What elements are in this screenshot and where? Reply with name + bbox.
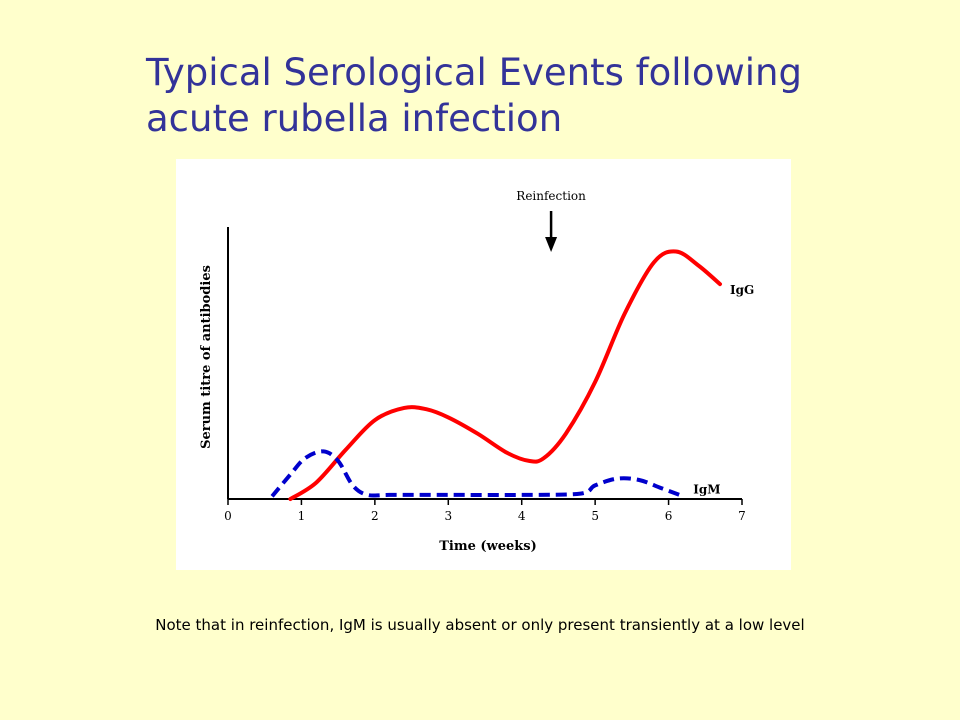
x-tick-label: 1: [298, 509, 306, 523]
serology-chart: 0 1 2 3 4 5 6 7 IgG IgM Serum titre of antibodie…: [199, 189, 754, 554]
series-label-igg: IgG: [730, 283, 754, 297]
x-tick-label: 6: [665, 509, 673, 523]
x-tick-label: 5: [591, 509, 599, 523]
title-line-1: Typical Serological Events following: [146, 51, 802, 94]
x-tick-label: 4: [518, 509, 526, 523]
reinfection-arrow-head: [545, 237, 558, 252]
y-axis-label: Serum titre of antibodies: [199, 265, 214, 449]
series-line-igm: [270, 449, 685, 499]
title-line-2: acute rubella infection: [146, 97, 563, 140]
slide-title: Typical Serological Events following acu…: [146, 50, 906, 142]
series-label-igm: IgM: [693, 482, 720, 496]
series-line-igg: [288, 249, 722, 501]
x-tick-label: 3: [444, 509, 452, 523]
x-tick-label: 2: [371, 509, 379, 523]
chart-panel: 0 1 2 3 4 5 6 7 IgG IgM Serum titre of antibodie…: [176, 159, 791, 570]
reinfection-annotation: Reinfection: [516, 189, 586, 203]
x-tick-label: 7: [738, 509, 746, 523]
x-tick-label: 0: [224, 509, 232, 523]
x-axis-label: Time (weeks): [439, 539, 537, 554]
footnote: Note that in reinfection, IgM is usually…: [155, 616, 805, 634]
